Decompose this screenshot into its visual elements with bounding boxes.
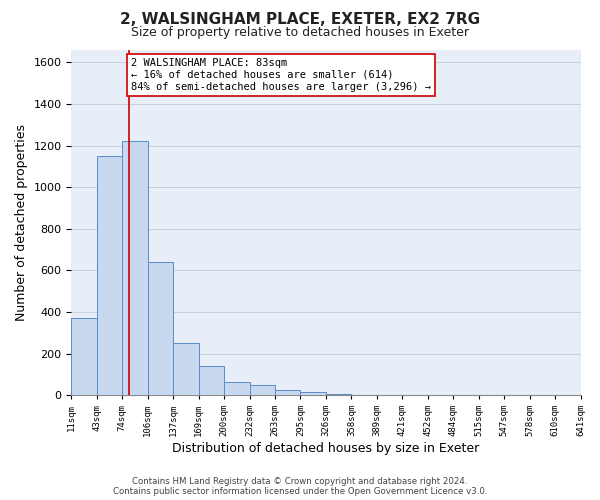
Bar [224, 382, 250, 395]
Bar [97, 156, 122, 395]
Bar [250, 385, 275, 395]
Bar [122, 142, 148, 395]
Y-axis label: Number of detached properties: Number of detached properties [15, 124, 28, 321]
Bar [301, 392, 326, 395]
Bar [173, 343, 199, 395]
Text: Size of property relative to detached houses in Exeter: Size of property relative to detached ho… [131, 26, 469, 39]
Bar [326, 394, 352, 395]
Bar [275, 390, 301, 395]
Bar [199, 366, 224, 395]
Bar [71, 318, 97, 395]
Text: Contains HM Land Registry data © Crown copyright and database right 2024.
Contai: Contains HM Land Registry data © Crown c… [113, 476, 487, 496]
X-axis label: Distribution of detached houses by size in Exeter: Distribution of detached houses by size … [172, 442, 479, 455]
Bar [148, 262, 173, 395]
Text: 2, WALSINGHAM PLACE, EXETER, EX2 7RG: 2, WALSINGHAM PLACE, EXETER, EX2 7RG [120, 12, 480, 28]
Text: 2 WALSINGHAM PLACE: 83sqm
← 16% of detached houses are smaller (614)
84% of semi: 2 WALSINGHAM PLACE: 83sqm ← 16% of detac… [131, 58, 431, 92]
